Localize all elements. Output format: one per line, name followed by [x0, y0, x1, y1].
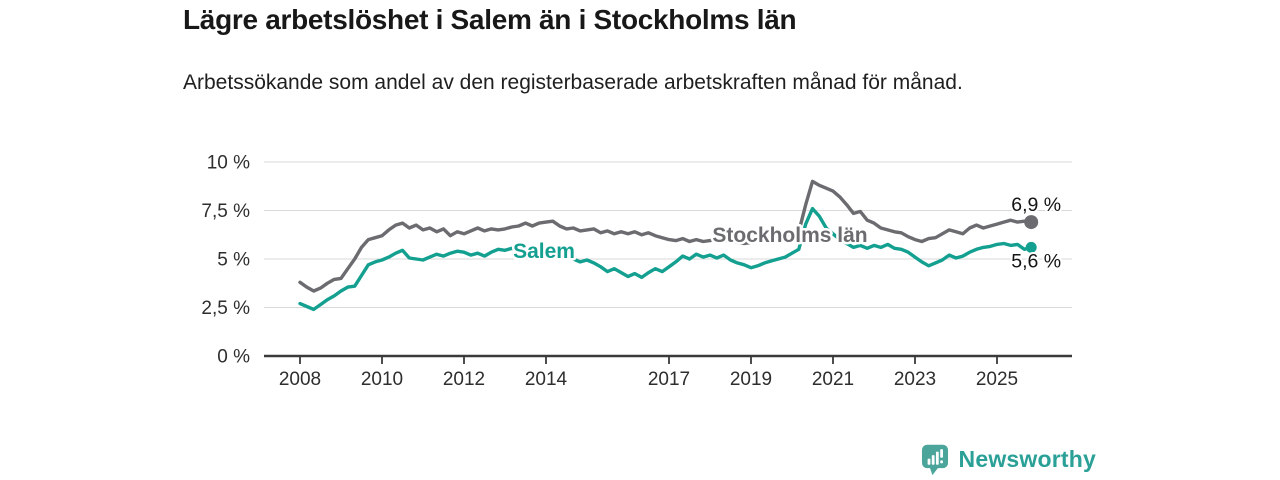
series-end-dot-stockholms-lan	[1024, 215, 1039, 230]
series-end-value-label-stockholms-lan: 6,9 %	[1011, 194, 1061, 216]
x-tick-label: 2017	[648, 369, 690, 390]
logo-bar-1	[927, 458, 930, 465]
y-tick-label: 7,5 %	[201, 201, 250, 222]
series-line-salem	[298, 206, 1033, 312]
x-tick-label: 2019	[730, 369, 772, 390]
newsworthy-logo-icon	[921, 444, 948, 476]
x-tick-label: 2014	[525, 369, 568, 390]
x-tick-label: 2023	[894, 369, 936, 390]
logo-bar-2	[931, 455, 935, 465]
logo-bar-3	[935, 451, 939, 465]
y-tick-label: 10 %	[207, 153, 250, 174]
brand-name: Newsworthy	[958, 446, 1096, 472]
logo-exclamation-bar	[939, 449, 943, 458]
series-label-stockholms-lan: Stockholms län	[712, 224, 867, 247]
series-line-stockholms-lan	[298, 179, 1033, 293]
series-end-value-label-salem: 5,6 %	[1011, 250, 1061, 272]
x-tick-label: 2012	[443, 369, 485, 390]
x-tick-label: 2021	[812, 369, 854, 390]
series-label-salem: Salem	[513, 240, 575, 263]
x-tick-label: 2008	[279, 369, 321, 390]
y-tick-label: 5 %	[217, 250, 250, 271]
logo-bubble-tail	[929, 467, 938, 476]
y-tick-label: 0 %	[217, 347, 250, 368]
chart-title: Lägre arbetslöshet i Salem än i Stockhol…	[183, 4, 797, 35]
x-tick-label: 2010	[361, 369, 403, 390]
y-tick-label: 2,5 %	[201, 298, 250, 319]
logo-exclamation-dot	[939, 460, 943, 464]
logo-bubble	[921, 444, 948, 469]
brand-footer: Newsworthy	[920, 443, 1096, 476]
chart-subtitle: Arbetssökande som andel av den registerb…	[183, 71, 963, 94]
series-end-dot-salem	[1025, 241, 1037, 253]
x-tick-label: 2025	[976, 369, 1018, 390]
